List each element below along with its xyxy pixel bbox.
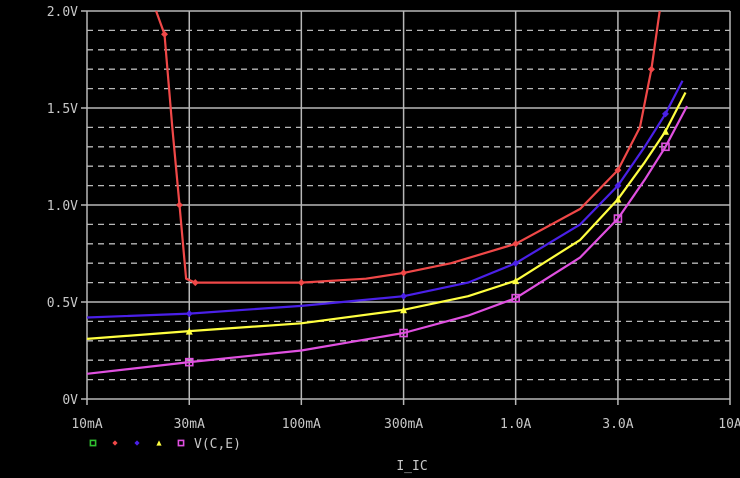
legend-marker: [156, 440, 162, 446]
data-point: [512, 277, 520, 285]
series-0: [155, 10, 661, 287]
x-tick-label: 10mA: [71, 417, 102, 432]
data-point: [185, 327, 193, 335]
data-point: [399, 328, 408, 338]
y-tick-label: 2.0V: [47, 5, 78, 20]
legend-marker: [89, 439, 97, 447]
grid: [81, 10, 731, 405]
data-point: [512, 240, 520, 248]
legend: V(C,E): [89, 437, 241, 452]
data-point: [184, 357, 194, 367]
data-point: [661, 110, 669, 118]
x-tick-label: 10A: [718, 417, 740, 432]
data-point: [191, 279, 199, 287]
legend-label: V(C,E): [194, 437, 241, 452]
tick-labels: 0V 0.5V 1.0V 1.5V 2.0V 10mA 30mA 100mA 300mA 1.0A…: [47, 5, 740, 432]
series-line: [155, 10, 661, 284]
data-point: [400, 269, 408, 277]
series-3: [86, 105, 688, 375]
x-tick-label: 100mA: [282, 417, 321, 432]
data-point: [661, 127, 669, 135]
y-tick-label: 1.5V: [47, 102, 78, 117]
y-tick-label: 0V: [62, 393, 78, 408]
x-tick-label: 30mA: [174, 417, 205, 432]
data-point: [511, 293, 520, 303]
data-point: [661, 142, 670, 152]
data-point: [613, 214, 623, 223]
data-point: [647, 65, 655, 73]
data-point: [297, 279, 305, 287]
series-group: [86, 10, 688, 375]
data-point: [161, 30, 169, 38]
x-tick-label: 3.0A: [602, 417, 633, 432]
data-point: [400, 306, 408, 314]
legend-marker: [112, 440, 118, 446]
legend-marker: [134, 440, 140, 446]
y-tick-label: 0.5V: [47, 296, 78, 311]
series-2: [86, 91, 687, 340]
legend-marker: [177, 439, 185, 447]
data-point: [512, 259, 520, 267]
x-tick-label: 1.0A: [500, 417, 531, 432]
data-point: [400, 292, 408, 300]
data-point: [185, 310, 193, 318]
data-point: [614, 166, 622, 174]
data-point: [175, 201, 183, 209]
data-point: [614, 195, 622, 203]
series-1: [86, 80, 684, 319]
y-tick-label: 1.0V: [47, 199, 78, 214]
x-axis-label: I_IC: [396, 459, 427, 474]
x-tick-label: 300mA: [384, 417, 423, 432]
series-line: [86, 105, 688, 375]
data-point: [614, 182, 622, 190]
